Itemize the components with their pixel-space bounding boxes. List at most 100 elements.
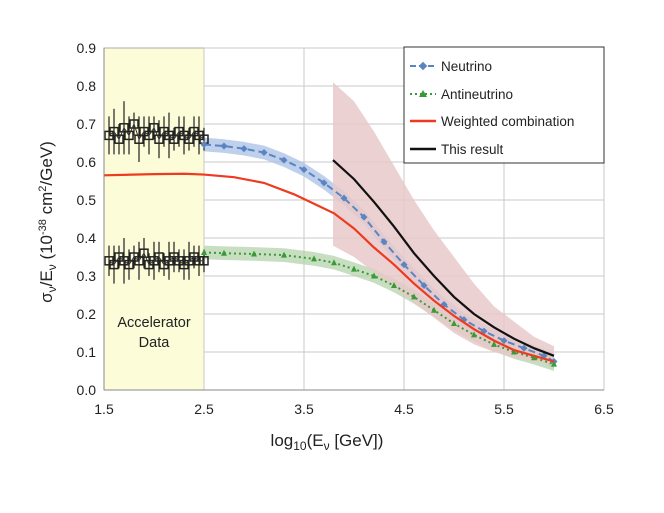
y-axis-title-unit2: cm: [37, 192, 56, 219]
marker-antineutrino-3: [281, 251, 287, 258]
line-antineutrino: [203, 251, 555, 366]
line-this-result: [332, 159, 555, 357]
x-axis-title-rest: (E: [307, 431, 324, 450]
x-tick-label-2: 3.5: [294, 401, 314, 417]
accel-neutrino-point-10: [154, 134, 164, 144]
x-tick-label-5: 6.5: [594, 401, 614, 417]
y-tick-label-5: 0.5: [77, 192, 97, 208]
accel-neutrino-point-4: [124, 130, 134, 141]
accel-antineutrino-point-7: [139, 248, 149, 258]
marker-antineutrino-8: [391, 282, 397, 288]
x-tick-label-3: 4.5: [394, 401, 414, 417]
legend: Neutrino Antineutrino Weighted combinati…: [403, 46, 605, 164]
accel-antineutrino-point-1: [109, 259, 119, 270]
legend-item-weighted: Weighted combination: [410, 114, 574, 129]
y-axis-title-unit1: (10: [37, 235, 56, 264]
y-tick-label-2: 0.2: [77, 306, 97, 322]
marker-antineutrino-2: [251, 250, 257, 257]
legend-item-neutrino: Neutrino: [410, 59, 492, 74]
y-tick-label-1: 0.1: [77, 344, 97, 360]
marker-neutrino-6: [320, 179, 328, 187]
marker-neutrino-0: [200, 140, 208, 149]
legend-marker-neutrino: [418, 61, 428, 71]
x-axis-title-main: log: [271, 431, 294, 450]
accel-neutrino-point-1: [109, 126, 119, 137]
y-axis-title-unit3: /GeV): [37, 141, 56, 185]
accel-neutrino-point-5: [129, 119, 139, 129]
accel-neutrino-point-16: [184, 134, 194, 144]
x-axis-title: log10(Eν [GeV]): [271, 431, 384, 453]
accel-neutrino-point-13: [169, 134, 179, 144]
marker-antineutrino-4: [311, 255, 317, 262]
y-tick-label-0: 0.0: [77, 382, 97, 398]
legend-box: [403, 46, 605, 164]
y-tick-label-9: 0.9: [77, 40, 97, 56]
marker-neutrino-7: [340, 194, 348, 202]
legend-label-neutrino: Neutrino: [441, 59, 492, 74]
accelerator-region: [103, 47, 205, 391]
marker-antineutrino-10: [431, 306, 437, 313]
marker-neutrino-15: [500, 337, 508, 345]
legend-label-antineutrino: Antineutrino: [441, 87, 513, 102]
accelerator-data-layer: [104, 101, 209, 284]
y-axis-title-sigma: σ: [37, 292, 56, 303]
series-lines-layer: [103, 140, 558, 367]
accel-neutrino-point-8: [144, 130, 154, 141]
marker-antineutrino-16: [551, 360, 557, 367]
accelerator-region-layer: [103, 47, 205, 391]
axes-layer: [103, 48, 604, 391]
y-tick-label-7: 0.7: [77, 116, 97, 132]
legend-label-this-result: This result: [441, 142, 504, 157]
y-axis-title: σν/Eν (10-38 cm2/GeV): [37, 141, 59, 303]
region-label-line1: Accelerator: [117, 315, 191, 331]
x-axis-title-sub: 10: [293, 439, 307, 453]
y-axis-title-exp: -38: [37, 219, 49, 235]
legend-marker-antineutrino: [419, 90, 427, 97]
line-weighted-combination: [103, 172, 555, 363]
marker-neutrino-5: [300, 166, 308, 174]
y-tick-label-6: 0.6: [77, 154, 97, 170]
accel-neutrino-point-2: [114, 134, 124, 144]
x-tick-label-4: 5.5: [494, 401, 514, 417]
marker-neutrino-4: [280, 156, 288, 164]
accel-antineutrino-point-10: [154, 252, 164, 262]
y-axis-title-mid: /E: [37, 270, 56, 286]
marker-neutrino-9: [380, 238, 388, 246]
marker-neutrino-2: [240, 145, 248, 153]
accel-antineutrino-trace: [108, 252, 204, 266]
legend-label-weighted: Weighted combination: [441, 114, 574, 129]
marker-antineutrino-6: [351, 265, 357, 272]
marker-antineutrino-11: [451, 320, 457, 326]
region-label-line2: Data: [139, 335, 171, 351]
accel-neutrino-point-9: [149, 123, 159, 133]
x-tick-label-0: 1.5: [94, 401, 114, 417]
y-axis-title-nu2: ν: [45, 264, 59, 270]
marker-neutrino-16: [520, 344, 528, 352]
marker-neutrino-1: [220, 142, 228, 150]
marker-antineutrino-13: [491, 340, 497, 347]
y-axis-title-nu1: ν: [45, 286, 59, 292]
accel-neutrino-point-6: [134, 134, 144, 144]
x-axis-title-nu: ν: [324, 439, 330, 453]
legend-item-this-result: This result: [410, 142, 504, 157]
accel-neutrino-point-3: [119, 123, 129, 133]
marker-antineutrino-15: [531, 354, 537, 361]
marker-antineutrino-12: [471, 331, 477, 338]
tick-labels-layer: 0.0 0.1 0.2 0.3 0.4 0.5 0.6 0.7 0.8 0.9 1.5 2.5 3.5 4…: [77, 40, 614, 417]
marker-antineutrino-5: [331, 259, 337, 266]
marker-neutrino-10: [400, 261, 408, 269]
marker-antineutrino-0: [201, 248, 207, 255]
marker-neutrino-3: [260, 148, 268, 157]
marker-neutrino-11: [420, 281, 428, 290]
accel-antineutrino-point-6: [134, 256, 144, 266]
y-axis-title-exp2: 2: [37, 186, 49, 192]
marker-neutrino-8: [360, 213, 368, 221]
marker-antineutrino-9: [411, 293, 417, 300]
marker-antineutrino-14: [511, 348, 517, 355]
x-axis-title-end: [GeV]): [330, 431, 384, 450]
legend-item-antineutrino: Antineutrino: [410, 87, 513, 102]
y-tick-label-3: 0.3: [77, 268, 97, 284]
marker-antineutrino-1: [221, 249, 227, 256]
marker-antineutrino-7: [371, 272, 377, 279]
accel-neutrino-trace: [108, 122, 205, 141]
